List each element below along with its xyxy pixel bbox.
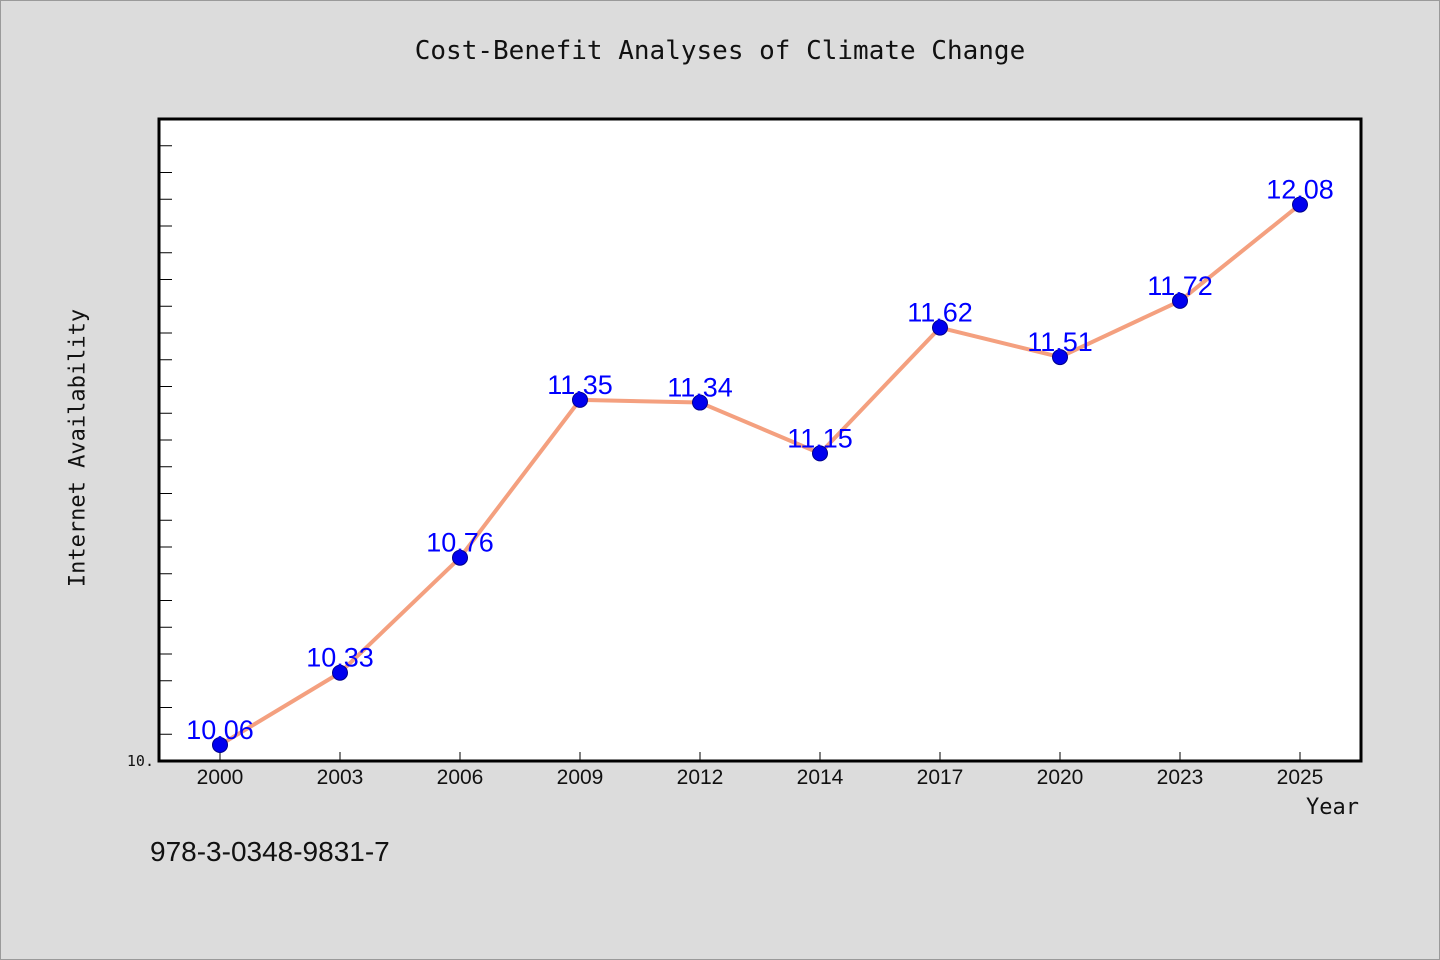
series-line xyxy=(218,202,1302,747)
x-tick-label: 2023 xyxy=(1157,766,1204,789)
data-point xyxy=(1172,292,1188,309)
x-axis-label: Year xyxy=(1306,795,1359,820)
data-label: 11.51 xyxy=(1027,327,1093,357)
x-tick-label: 2003 xyxy=(317,766,364,789)
x-tick-label: 2012 xyxy=(677,766,724,789)
data-label: 11.35 xyxy=(547,370,613,400)
data-label: 11.34 xyxy=(667,373,733,403)
data-point xyxy=(572,391,588,408)
data-label: 11.62 xyxy=(907,298,973,328)
x-tick-label: 2000 xyxy=(197,766,244,789)
data-label: 10.76 xyxy=(426,528,494,558)
x-tick-label: 2009 xyxy=(557,766,604,789)
data-point xyxy=(1292,196,1308,213)
data-label: 11.15 xyxy=(787,423,853,453)
data-point xyxy=(1052,349,1068,366)
x-tick-label: 2014 xyxy=(797,766,844,789)
data-label: 12.08 xyxy=(1266,175,1334,205)
y-tick-label: 10. xyxy=(127,752,154,770)
x-tick-label: 2020 xyxy=(1037,766,1084,789)
data-point xyxy=(452,549,468,566)
chart-title: Cost-Benefit Analyses of Climate Change xyxy=(414,36,1026,66)
data-point xyxy=(332,664,348,681)
x-tick-label: 2017 xyxy=(917,766,964,789)
data-point xyxy=(812,445,828,462)
data-point xyxy=(932,319,948,336)
x-tick-label: 2025 xyxy=(1277,766,1324,789)
data-point xyxy=(212,736,228,753)
data-label: 11.72 xyxy=(1147,271,1213,301)
data-label: 10.33 xyxy=(306,643,374,673)
x-tick-label: 2006 xyxy=(437,766,484,789)
data-label: 10.06 xyxy=(186,715,254,745)
data-point xyxy=(692,394,708,411)
isbn-text: 978-3-0348-9831-7 xyxy=(150,836,390,867)
